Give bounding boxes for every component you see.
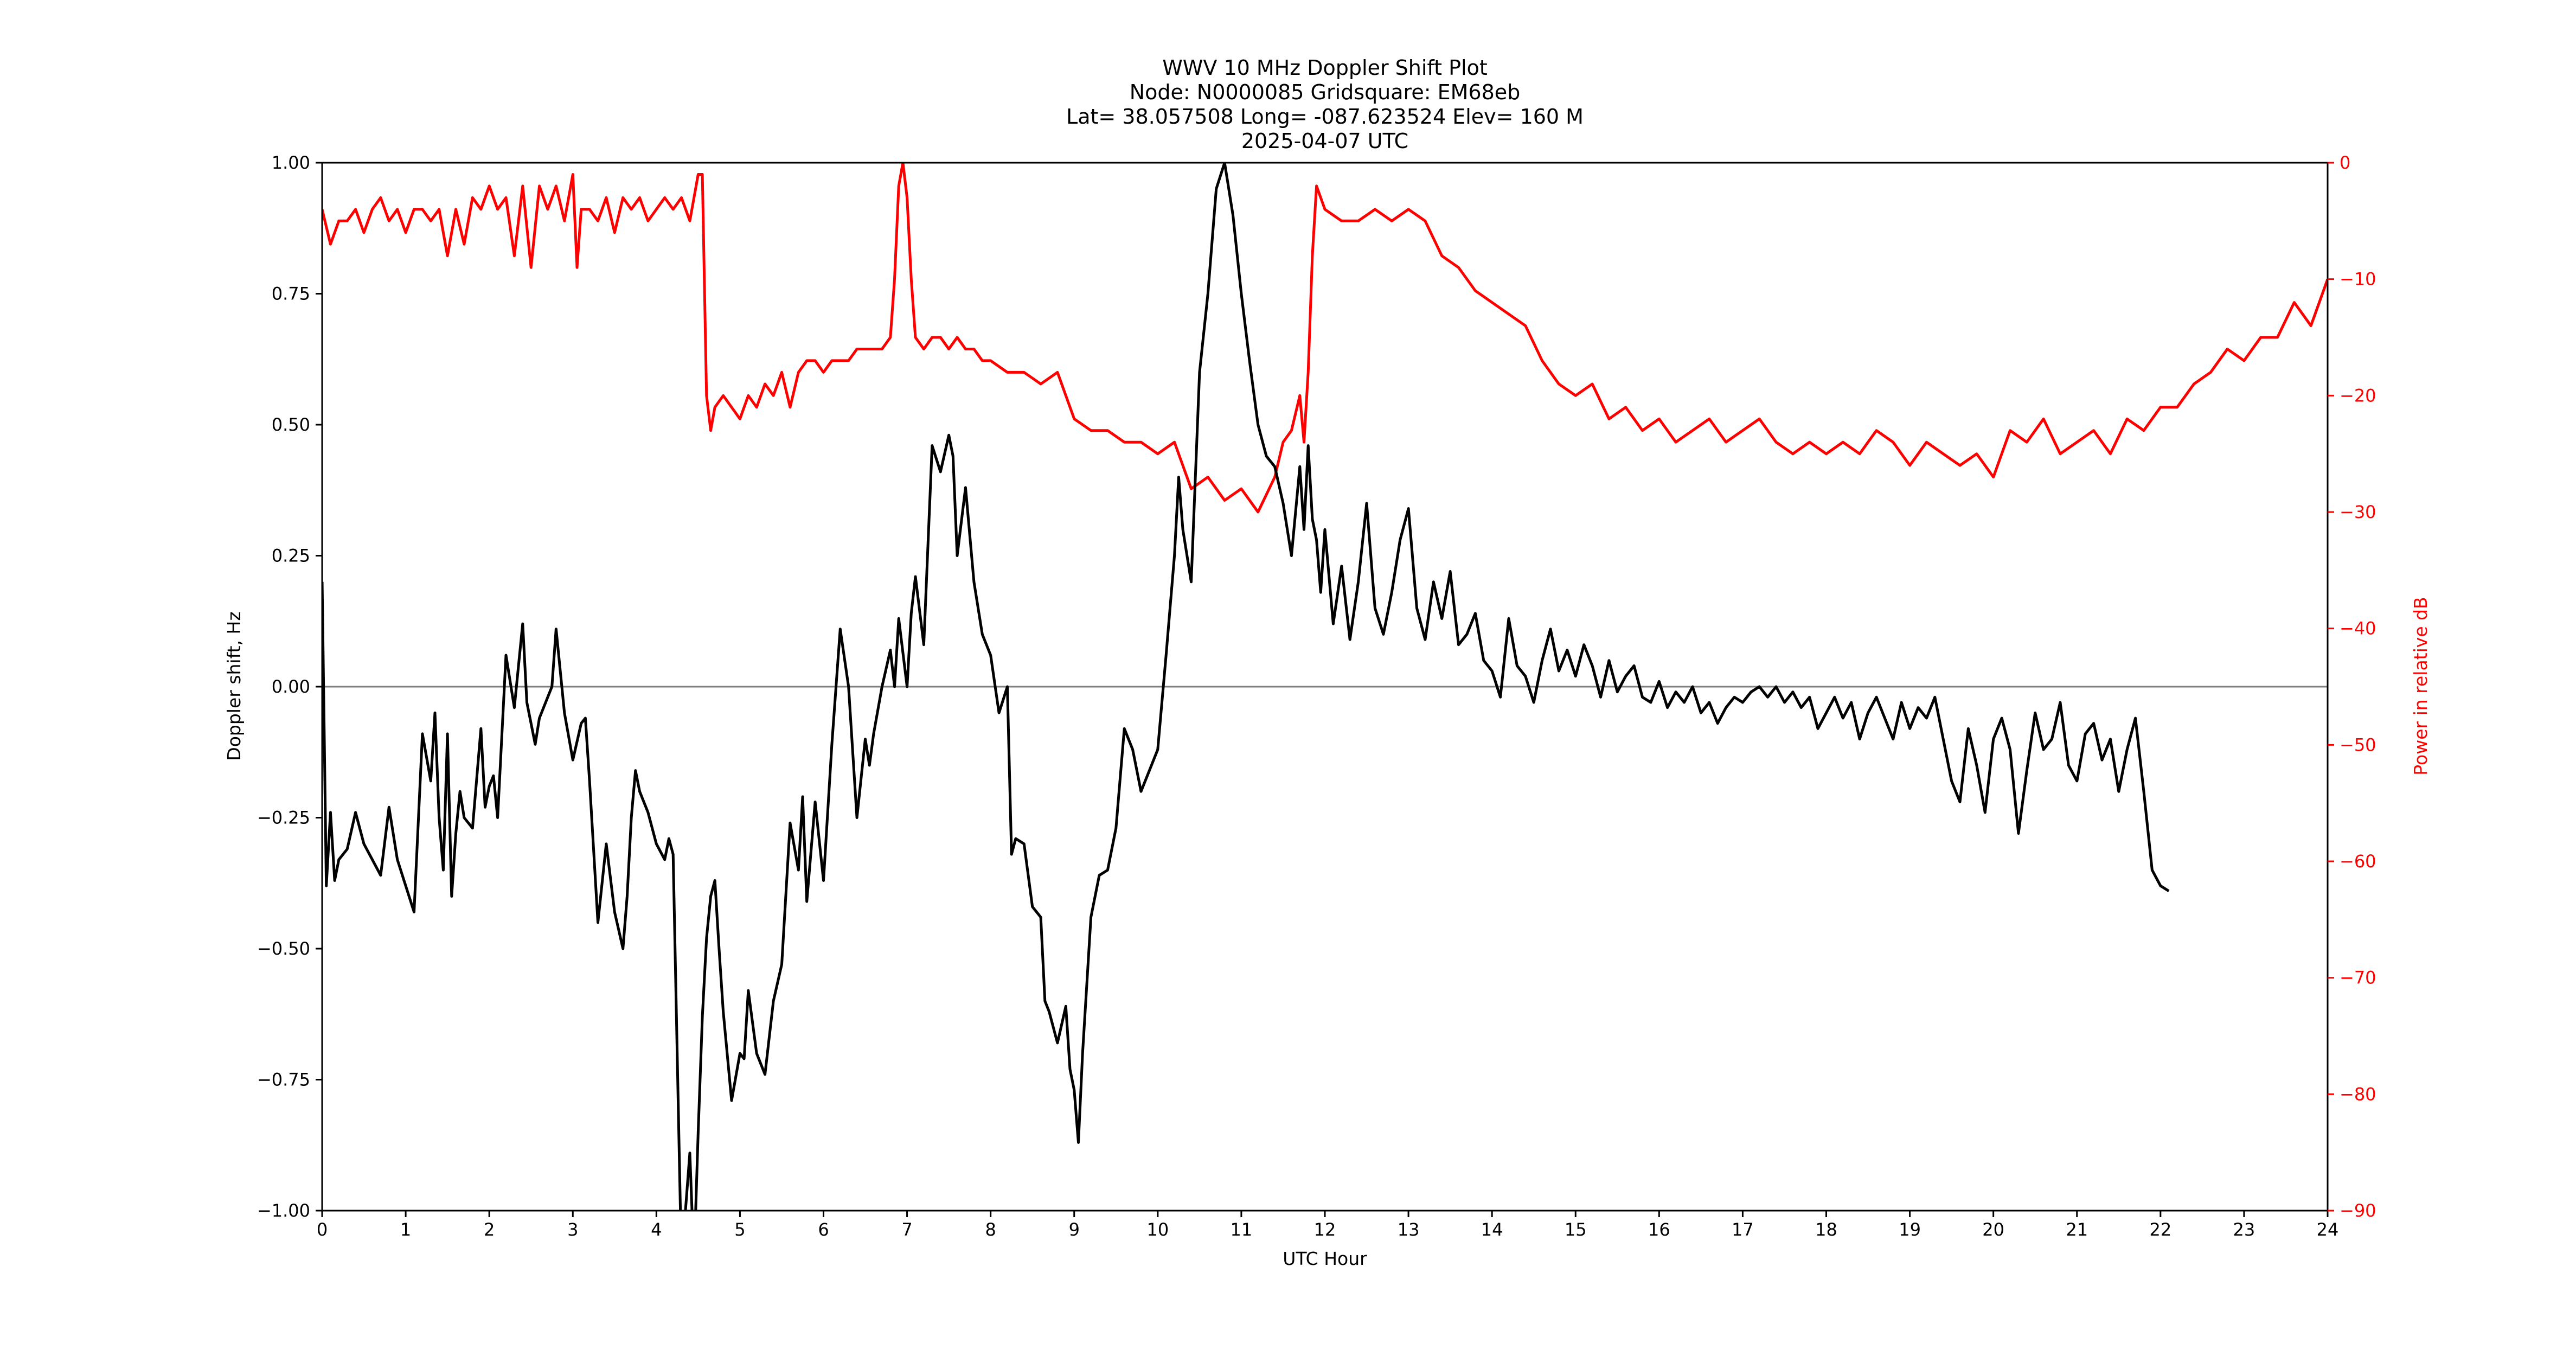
x-tick-label: 17 [1732,1219,1754,1240]
x-axis-label: UTC Hour [1283,1248,1367,1269]
y-tick-label: 0.00 [272,676,310,697]
x-tick-label: 18 [1815,1219,1837,1240]
x-tick-label: 2 [484,1219,495,1240]
x-tick-label: 24 [2317,1219,2339,1240]
y2-tick-label: −40 [2340,618,2376,639]
x-tick-label: 23 [2233,1219,2255,1240]
y-tick-label: 0.75 [272,284,310,304]
left-y-axis-ticks: −1.00 −0.75 −0.50 −0.25 0.00 0.25 0.50 0.75 1.00 [257,152,322,1221]
title-line-2: Node: N0000085 Gridsquare: EM68eb [1130,80,1521,104]
x-tick-label: 6 [818,1219,829,1240]
x-tick-label: 4 [651,1219,662,1240]
y-tick-label: 0.50 [272,414,310,435]
left-y-axis-label: Doppler shift, Hz [223,611,245,760]
power-series-line [322,163,2328,514]
x-tick-label: 15 [1565,1219,1587,1240]
x-tick-label: 3 [567,1219,578,1240]
y2-tick-label: −20 [2340,385,2376,406]
y2-tick-label: −80 [2340,1084,2376,1104]
y-tick-label: −1.00 [257,1200,310,1221]
x-tick-label: 0 [317,1219,328,1240]
x-tick-label: 16 [1648,1219,1670,1240]
title-line-3: Lat= 38.057508 Long= -087.623524 Elev= 1… [1066,105,1584,129]
y-tick-label: 0.25 [272,546,310,566]
title-line-4: 2025-04-07 UTC [1241,129,1408,153]
y2-tick-label: −70 [2340,968,2376,988]
x-tick-label: 12 [1314,1219,1336,1240]
y2-tick-label: −50 [2340,734,2376,755]
x-tick-label: 5 [734,1219,745,1240]
title-line-1: WWV 10 MHz Doppler Shift Plot [1162,56,1488,80]
doppler-series-line [322,163,2170,1211]
y-tick-label: −0.75 [257,1070,310,1090]
y2-tick-label: 0 [2340,152,2350,173]
x-tick-label: 19 [1899,1219,1921,1240]
right-y-axis-label: Power in relative dB [2410,597,2431,775]
x-tick-label: 9 [1069,1219,1080,1240]
y2-tick-label: −10 [2340,269,2376,290]
x-tick-label: 13 [1398,1219,1420,1240]
x-tick-label: 7 [901,1219,912,1240]
x-tick-label: 14 [1481,1219,1503,1240]
x-tick-label: 20 [1982,1219,2004,1240]
y2-tick-label: −60 [2340,851,2376,872]
x-tick-label: 22 [2149,1219,2171,1240]
y-tick-label: 1.00 [272,152,310,173]
x-tick-label: 8 [985,1219,996,1240]
y2-tick-label: −30 [2340,502,2376,522]
y2-tick-label: −90 [2340,1200,2376,1221]
x-tick-label: 1 [400,1219,411,1240]
x-tick-label: 10 [1146,1219,1169,1240]
y-tick-label: −0.25 [257,808,310,828]
x-tick-label: 21 [2066,1219,2088,1240]
plot-area [321,162,2329,1212]
x-axis-ticks: 0 1 2 3 4 5 6 7 8 9 10 11 12 13 14 15 16 17 18 19 20 21 22 23 24 [317,1211,2339,1240]
y-tick-label: −0.50 [257,938,310,959]
x-tick-label: 11 [1231,1219,1253,1240]
right-y-axis-ticks: −90 −80 −70 −60 −50 −40 −30 −20 −10 0 [2328,152,2376,1221]
